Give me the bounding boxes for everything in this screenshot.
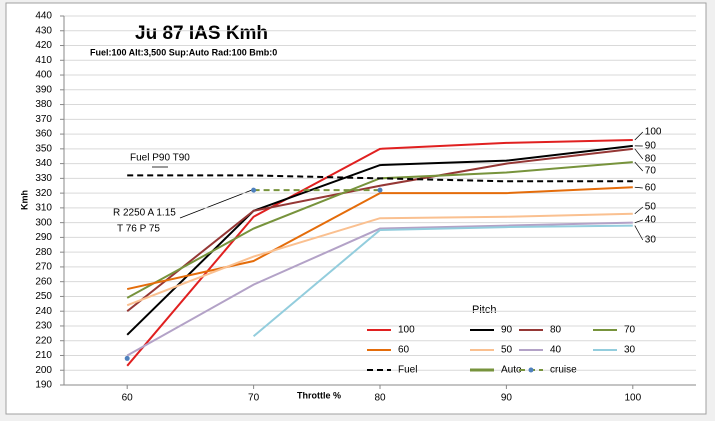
- y-tick-label: 440: [35, 11, 52, 22]
- series-line: [126, 138, 633, 367]
- y-tick-label: 270: [35, 262, 52, 273]
- marker: [124, 355, 130, 361]
- legend-label: 60: [398, 345, 410, 356]
- marker: [377, 187, 383, 193]
- leader-line: [634, 206, 644, 215]
- y-tick-label: 390: [35, 84, 52, 95]
- leader-line: [179, 189, 253, 219]
- x-tick-label: 100: [624, 393, 641, 404]
- x-tick-label: 80: [374, 393, 386, 404]
- series-line: [126, 221, 633, 357]
- leader-line: [634, 131, 644, 141]
- series-line: [126, 147, 633, 312]
- end-label: 60: [645, 183, 657, 194]
- y-tick-label: 290: [35, 232, 52, 243]
- legend-label: 40: [550, 345, 562, 356]
- leader-line: [634, 225, 644, 241]
- series-line: [252, 224, 633, 338]
- legend-label: 80: [550, 325, 562, 336]
- legend-label: 90: [501, 325, 513, 336]
- annotation: R 2250 A 1.15: [113, 208, 176, 219]
- y-tick-label: 220: [35, 335, 52, 346]
- chart-area: [5, 2, 707, 415]
- y-tick-label: 350: [35, 143, 52, 154]
- y-tick-label: 210: [35, 350, 52, 361]
- y-tick-label: 430: [35, 25, 52, 36]
- y-tick-label: 340: [35, 158, 52, 169]
- y-tick-label: 370: [35, 114, 52, 125]
- y-tick-label: 230: [35, 321, 52, 332]
- marker: [251, 187, 257, 193]
- y-axis-label: Kmh: [19, 190, 29, 210]
- y-tick-label: 410: [35, 55, 52, 66]
- legend-label: 100: [398, 325, 415, 336]
- end-label: 100: [645, 127, 662, 138]
- y-tick-label: 330: [35, 173, 52, 184]
- annotation: Fuel P90 T90: [130, 153, 190, 164]
- y-tick-label: 200: [35, 365, 52, 376]
- end-label: 80: [645, 154, 657, 165]
- subtitle: Fuel:100 Alt:3,500 Sup:Auto Rad:100 Bmb:…: [90, 47, 277, 57]
- legend-marker: [528, 367, 534, 373]
- x-axis-label: Throttle %: [297, 390, 341, 400]
- leader-line: [634, 161, 644, 172]
- leader-line: [634, 219, 643, 223]
- y-tick-label: 260: [35, 276, 52, 287]
- leader-line: [634, 186, 643, 189]
- end-label: 40: [645, 215, 657, 226]
- y-tick-label: 240: [35, 306, 52, 317]
- legend-label: 30: [624, 345, 636, 356]
- y-tick-label: 420: [35, 40, 52, 51]
- y-tick-label: 280: [35, 247, 52, 258]
- annotation: T 76 P 75: [117, 224, 160, 235]
- legend-label: Auto: [501, 365, 522, 376]
- series-line: [127, 174, 633, 183]
- end-label: 30: [645, 235, 657, 246]
- y-tick-label: 320: [35, 188, 52, 199]
- y-tick-label: 250: [35, 291, 52, 302]
- legend-label: Fuel: [398, 365, 417, 376]
- y-tick-label: 190: [35, 380, 52, 391]
- end-label: 50: [645, 202, 657, 213]
- chart-title: Ju 87 IAS Kmh: [135, 23, 268, 44]
- y-tick-label: 400: [35, 70, 52, 81]
- y-tick-label: 300: [35, 217, 52, 228]
- legend-label: 50: [501, 345, 513, 356]
- legend-label: 70: [624, 325, 636, 336]
- end-label: 70: [645, 166, 657, 177]
- legend-label: cruise: [550, 365, 577, 376]
- y-tick-label: 310: [35, 203, 52, 214]
- x-tick-label: 90: [501, 393, 513, 404]
- x-tick-label: 60: [122, 393, 134, 404]
- leader-line: [634, 148, 644, 160]
- series-line: [126, 186, 633, 291]
- end-label: 90: [645, 141, 657, 152]
- y-tick-label: 360: [35, 129, 52, 140]
- series-line: [126, 212, 633, 307]
- y-tick-label: 380: [35, 99, 52, 110]
- legend-title: Pitch: [472, 304, 496, 316]
- x-tick-label: 70: [248, 393, 260, 404]
